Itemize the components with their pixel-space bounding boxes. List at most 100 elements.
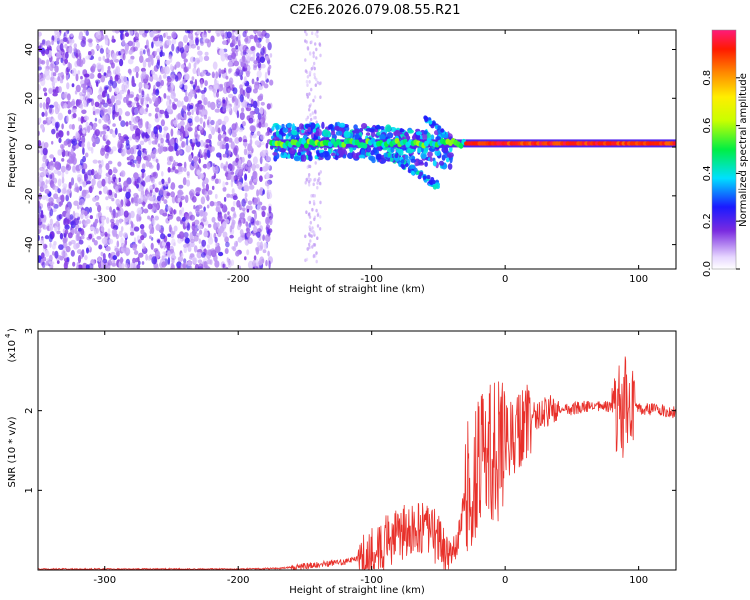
noise-dot [232, 87, 238, 95]
noise-dot [105, 206, 110, 210]
noise-dot [85, 264, 90, 269]
sideband-dot [422, 133, 428, 140]
noise-dot [228, 137, 233, 143]
noise-dot [45, 179, 48, 185]
noise-dot [160, 229, 164, 234]
x-tick-label: 100 [629, 274, 648, 285]
noise-dot [207, 236, 214, 245]
sideband-dot [430, 134, 435, 141]
noise-dot [124, 198, 128, 204]
noise-dot [132, 145, 138, 149]
noise-dot [111, 211, 116, 219]
noise-dot [178, 166, 183, 173]
noise-dot [235, 45, 239, 50]
noise-dot [66, 82, 70, 90]
noise-dot [118, 136, 124, 141]
noise-dot [222, 40, 228, 45]
noise-dot [235, 68, 240, 76]
noise-dot [312, 199, 316, 204]
noise-dot [213, 82, 219, 91]
noise-dot [203, 206, 206, 212]
noise-dot [225, 75, 229, 80]
noise-dot [313, 61, 316, 66]
noise-dot [78, 164, 82, 170]
noise-dot [222, 106, 226, 113]
noise-dot [131, 243, 138, 248]
noise-dot [66, 130, 70, 136]
noise-dot [198, 151, 201, 158]
noise-dot [111, 146, 117, 152]
x-tick-label: -100 [360, 575, 383, 586]
noise-dot [228, 77, 234, 85]
noise-dot [308, 245, 311, 250]
noise-dot [38, 35, 41, 40]
noise-dot [227, 163, 233, 170]
noise-dot [183, 66, 188, 73]
noise-dot [247, 104, 251, 109]
noise-dot [258, 121, 262, 129]
noise-dot [44, 108, 48, 113]
noise-dot [131, 78, 136, 86]
noise-dot [91, 178, 96, 186]
noise-dot [133, 226, 140, 232]
noise-dot [256, 231, 261, 238]
noise-dot [250, 46, 256, 51]
noise-dot [114, 247, 120, 252]
noise-dot [176, 61, 181, 67]
noise-dot [258, 260, 263, 266]
noise-dot [53, 193, 59, 200]
noise-dot [208, 86, 213, 91]
noise-dot [319, 215, 322, 219]
noise-dot [138, 252, 144, 258]
noise-dot [255, 164, 260, 169]
noise-dot [164, 32, 168, 37]
noise-dot [154, 100, 159, 108]
noise-dot [183, 113, 187, 121]
noise-dot [145, 253, 149, 261]
sideband-dot [390, 147, 395, 153]
noise-dot [318, 42, 321, 46]
noise-dot [112, 166, 117, 171]
noise-dot [241, 207, 246, 211]
noise-dot [44, 235, 50, 240]
noise-dot [319, 95, 322, 99]
noise-dot [155, 107, 160, 113]
noise-dot [246, 249, 250, 256]
noise-dot [239, 204, 242, 211]
noise-dot [105, 196, 109, 201]
noise-dot [193, 205, 196, 210]
noise-dot [82, 100, 88, 105]
noise-dot [176, 216, 181, 222]
noise-dot [128, 155, 133, 160]
noise-dot [166, 77, 172, 83]
noise-dot [127, 58, 134, 65]
noise-dot [316, 236, 319, 240]
noise-dot [200, 41, 204, 46]
noise-dot [148, 76, 153, 82]
noise-dot [84, 152, 89, 158]
noise-dot [141, 132, 145, 139]
noise-dot [253, 225, 258, 234]
sideband-dot [297, 152, 302, 156]
noise-dot [266, 103, 271, 110]
noise-dot [45, 73, 51, 81]
noise-dot [313, 194, 316, 198]
noise-dot [210, 146, 215, 152]
noise-dot [243, 76, 247, 84]
noise-dot [169, 138, 175, 146]
noise-dot [305, 79, 309, 84]
noise-dot [102, 124, 108, 130]
noise-dot [167, 86, 172, 93]
noise-dot [137, 256, 140, 263]
noise-dot [44, 188, 50, 194]
noise-dot [135, 257, 138, 263]
noise-dot [150, 150, 156, 159]
noise-dot [256, 77, 259, 82]
noise-dot [67, 232, 73, 239]
noise-dot [198, 125, 203, 130]
noise-dot [151, 41, 154, 49]
noise-dot [188, 62, 192, 70]
noise-dot [197, 89, 201, 93]
sideband-dot [292, 123, 295, 131]
